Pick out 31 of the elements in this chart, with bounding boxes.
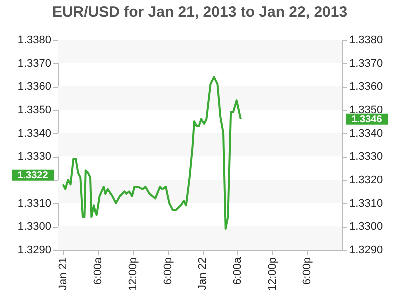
- y2-tick-label: 1.3370: [350, 58, 384, 70]
- y2-tick-label: 1.3290: [350, 244, 384, 256]
- y-tick-label: 1.3310: [18, 198, 52, 210]
- y-tick-label: 1.3340: [18, 128, 52, 140]
- y2-tick-label: 1.3300: [350, 221, 384, 234]
- y-tick-label: 1.3290: [18, 244, 52, 256]
- x-tick-label: Jan 21: [58, 258, 70, 291]
- x-tick-label: 6:00a: [92, 256, 105, 286]
- y2-tick-label: 1.3340: [350, 128, 384, 140]
- text: 1.3322: [18, 170, 49, 182]
- y2-tick-label: 1.3310: [350, 198, 384, 210]
- y2-tick-label: 1.3350: [350, 104, 384, 116]
- x-tick-label: 12:00p: [127, 258, 140, 292]
- x-tick-label: 12:00p: [266, 258, 279, 292]
- chart-title: EUR/USD for Jan 21, 2013 to Jan 22, 2013: [52, 4, 348, 21]
- y-tick-label: 1.3300: [18, 221, 52, 234]
- x-tick-label: 6:00p: [302, 258, 314, 286]
- y-tick-label: 1.3370: [18, 58, 52, 70]
- y-tick-label: 1.3360: [18, 81, 52, 94]
- y-tick-label: 1.3330: [18, 151, 52, 164]
- x-tick-label: 6:00p: [162, 258, 174, 286]
- text: 1.3346: [352, 114, 383, 126]
- y2-tick-label: 1.3320: [350, 174, 384, 186]
- x-tick-label: 6:00a: [232, 256, 244, 286]
- y-tick-label: 1.3350: [18, 104, 52, 116]
- y2-tick-label: 1.3380: [350, 34, 384, 46]
- y2-tick-label: 1.3330: [350, 151, 384, 164]
- line-series: [62, 76, 242, 230]
- x-tick-label: Jan 22: [197, 258, 210, 291]
- y-tick-label: 1.3380: [18, 34, 52, 46]
- y2-tick-label: 1.3360: [350, 81, 384, 94]
